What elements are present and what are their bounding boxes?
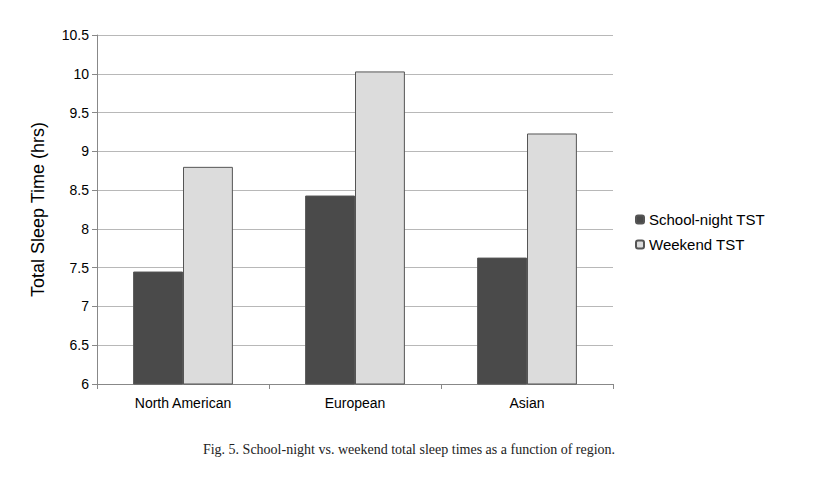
svg-text:6.5: 6.5 <box>70 337 90 353</box>
svg-text:Total Sleep Time (hrs): Total Sleep Time (hrs) <box>28 122 48 297</box>
svg-text:10.5: 10.5 <box>62 27 89 43</box>
svg-text:School-night TST: School-night TST <box>649 211 765 228</box>
svg-text:10: 10 <box>73 66 89 82</box>
svg-text:Weekend TST: Weekend TST <box>649 236 744 253</box>
svg-text:7: 7 <box>81 298 89 314</box>
svg-text:European: European <box>325 395 386 411</box>
svg-text:North American: North American <box>135 395 231 411</box>
svg-text:Asian: Asian <box>509 395 544 411</box>
svg-text:9.5: 9.5 <box>70 105 90 121</box>
svg-text:8.5: 8.5 <box>70 182 90 198</box>
svg-text:6: 6 <box>81 376 89 392</box>
svg-text:7.5: 7.5 <box>70 260 90 276</box>
svg-text:Fig. 5. School-night vs. weeke: Fig. 5. School-night vs. weekend total s… <box>203 442 615 457</box>
svg-text:8: 8 <box>81 221 89 237</box>
svg-text:9: 9 <box>81 143 89 159</box>
